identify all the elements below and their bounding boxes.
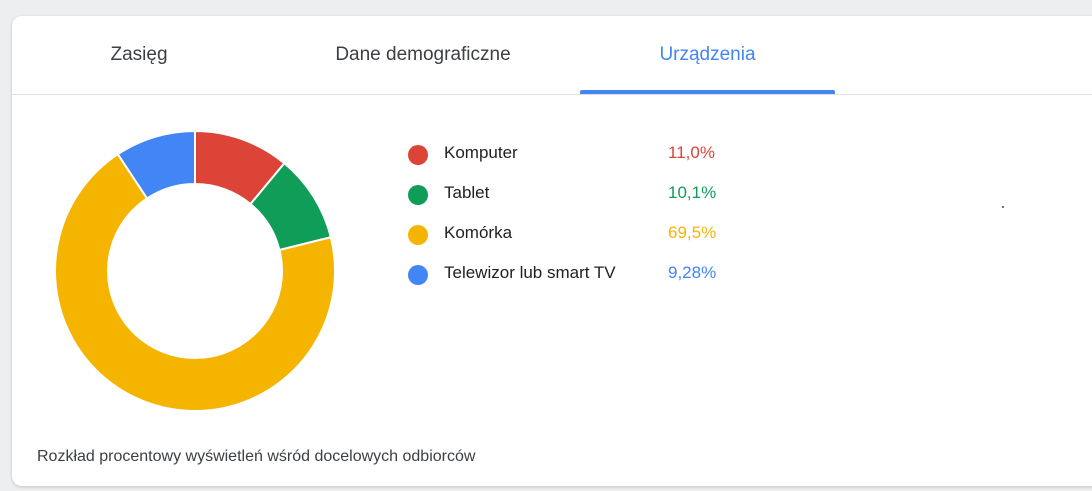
legend-label-tablet: Tablet — [444, 183, 490, 202]
legend-item-komputer: Komputer 11,0% — [408, 140, 788, 180]
tab-dane-demograficzne[interactable]: Dane demograficzne — [335, 44, 511, 65]
legend-dot-komputer — [408, 145, 428, 165]
legend-dot-komorka — [408, 225, 428, 245]
tab-zasieg[interactable]: Zasięg — [110, 44, 168, 65]
stray-dot — [1002, 206, 1004, 208]
active-tab-indicator — [580, 90, 835, 94]
legend-value-telewizor: 9,28% — [668, 263, 717, 282]
chart-legend: Komputer 11,0% Tablet 10,1% Komórka 69,5… — [408, 140, 788, 300]
devices-card: Zasięg Dane demograficzne Urządzenia Kom… — [12, 16, 1092, 486]
tab-bar: Zasięg Dane demograficzne Urządzenia — [12, 16, 1092, 95]
legend-item-komorka: Komórka 69,5% — [408, 220, 788, 260]
legend-item-tablet: Tablet 10,1% — [408, 180, 788, 220]
legend-dot-telewizor — [408, 265, 428, 285]
legend-value-komputer: 11,0% — [668, 143, 715, 162]
legend-item-telewizor: Telewizor lub smart TV 9,28% — [408, 260, 788, 300]
slice-telewizor[interactable] — [116, 130, 196, 200]
legend-label-telewizor: Telewizor lub smart TV — [444, 263, 616, 282]
legend-label-komputer: Komputer — [444, 143, 518, 162]
device-donut-chart — [54, 130, 336, 412]
legend-dot-tablet — [408, 185, 428, 205]
slice-komorka[interactable] — [54, 152, 336, 412]
chart-caption: Rozkład procentowy wyświetleń wśród doce… — [37, 448, 476, 465]
tab-urzadzenia[interactable]: Urządzenia — [659, 44, 756, 65]
legend-value-komorka: 69,5% — [668, 223, 717, 242]
legend-value-tablet: 10,1% — [668, 183, 717, 202]
legend-label-komorka: Komórka — [444, 223, 513, 242]
